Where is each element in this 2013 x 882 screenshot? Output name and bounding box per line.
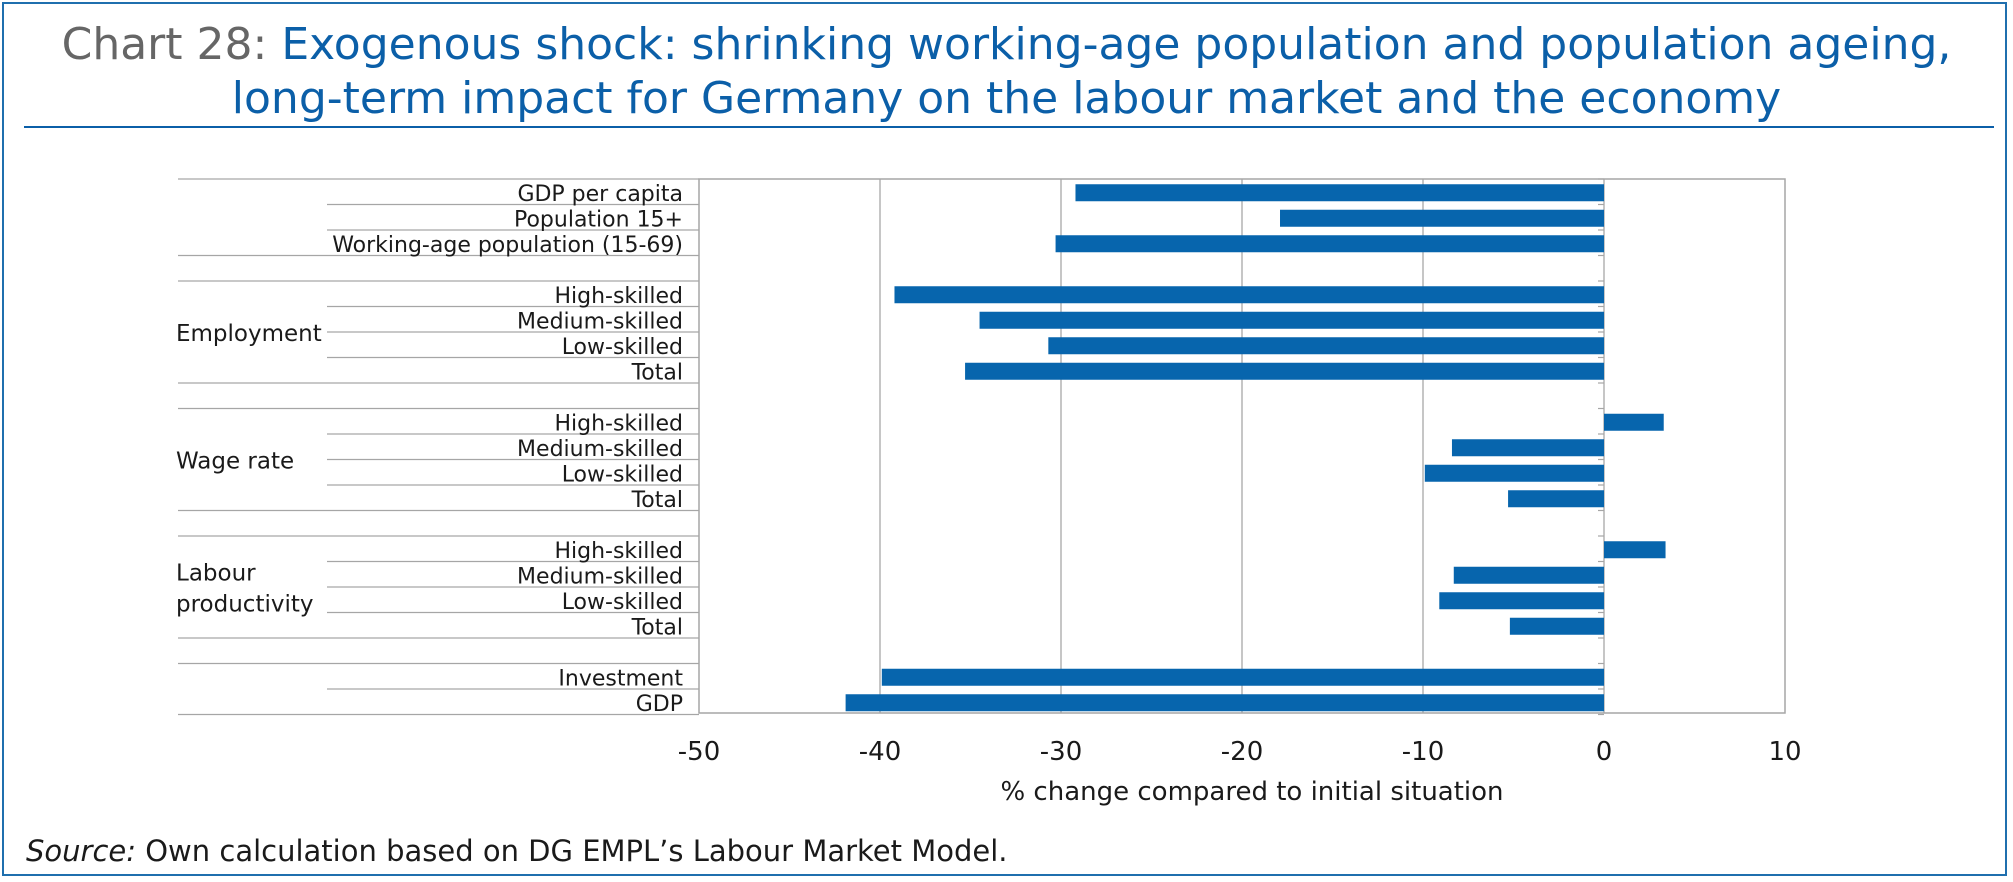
bar xyxy=(1075,184,1604,202)
category-label: Total xyxy=(631,360,683,385)
category-label: Medium-skilled xyxy=(517,437,683,462)
source-text: Own calculation based on DG EMPL’s Labou… xyxy=(145,834,1008,868)
category-label: Total xyxy=(631,488,683,513)
x-axis-label: % change compared to initial situation xyxy=(1000,777,1503,807)
category-label: Population 15+ xyxy=(514,207,683,232)
bar xyxy=(1280,209,1604,227)
category-label: High-skilled xyxy=(554,284,683,309)
category-label: Low-skilled xyxy=(562,335,683,360)
source-note: Source: Own calculation based on DG EMPL… xyxy=(26,834,1008,868)
bar xyxy=(1509,617,1604,635)
bar xyxy=(1055,235,1604,253)
x-tick-label: -40 xyxy=(859,737,901,767)
bar xyxy=(1508,490,1604,508)
bar xyxy=(1439,592,1604,610)
bar xyxy=(979,311,1604,329)
bar xyxy=(845,694,1604,712)
bar xyxy=(1604,541,1666,559)
group-label: Employment xyxy=(176,321,322,347)
x-tick-label: -20 xyxy=(1221,737,1263,767)
bar xyxy=(1453,566,1604,584)
chart-number: Chart 28: xyxy=(61,19,268,70)
bar xyxy=(965,362,1604,380)
bar xyxy=(894,286,1604,304)
category-label: High-skilled xyxy=(554,539,683,564)
x-tick-label: 10 xyxy=(1768,737,1801,767)
category-label: Investment xyxy=(558,666,683,691)
category-label: Low-skilled xyxy=(562,462,683,487)
x-tick-label: 0 xyxy=(1596,737,1613,767)
plot-area xyxy=(698,178,1786,714)
bar xyxy=(1424,464,1604,482)
category-label: Medium-skilled xyxy=(517,309,683,334)
category-label: Medium-skilled xyxy=(517,564,683,589)
bar xyxy=(1048,337,1604,355)
title-line-1: Exogenous shock: shrinking working-age p… xyxy=(281,19,1952,70)
x-tick-label: -50 xyxy=(678,737,720,767)
category-label: Working-age population (15-69) xyxy=(332,233,683,258)
title-divider xyxy=(24,126,1994,128)
bar xyxy=(1451,439,1604,457)
bar xyxy=(881,668,1604,686)
category-label: High-skilled xyxy=(554,411,683,436)
group-label: Labour xyxy=(176,561,256,587)
category-label: Low-skilled xyxy=(562,590,683,615)
x-tick-label: -30 xyxy=(1040,737,1082,767)
bar xyxy=(1604,413,1664,431)
chart-title: Chart 28: Exogenous shock: shrinking wor… xyxy=(4,18,2009,126)
category-label: GDP xyxy=(636,692,683,717)
group-label: Wage rate xyxy=(176,449,294,475)
group-label: productivity xyxy=(176,592,313,618)
x-tick-label: -10 xyxy=(1402,737,1444,767)
category-label: Total xyxy=(631,615,683,640)
category-label: GDP per capita xyxy=(517,182,683,207)
title-line-2: long-term impact for Germany on the labo… xyxy=(231,73,1782,124)
source-label: Source: xyxy=(26,834,137,868)
